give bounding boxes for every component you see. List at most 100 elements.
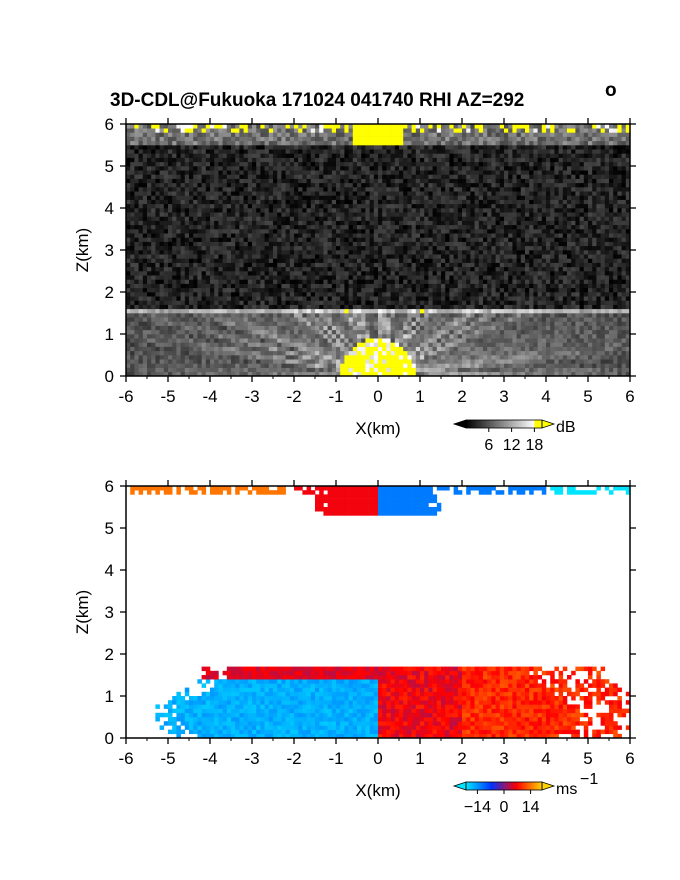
field-cell <box>495 317 501 322</box>
field-cell <box>378 346 383 352</box>
field-cell <box>558 300 564 305</box>
field-cell <box>583 258 589 263</box>
field-cell <box>159 216 165 221</box>
field-cell <box>436 292 442 297</box>
field-cell <box>201 275 207 280</box>
field-cell <box>403 363 408 368</box>
field-cell <box>462 212 467 217</box>
field-cell <box>306 279 312 284</box>
field-cell <box>323 245 328 251</box>
field-cell <box>487 241 492 247</box>
field-cell <box>323 355 328 360</box>
field-cell <box>172 266 177 272</box>
field-cell <box>344 250 349 255</box>
field-cell <box>365 338 370 343</box>
field-cell <box>487 216 492 221</box>
field-cell <box>268 216 274 221</box>
field-cell <box>172 245 177 251</box>
field-cell <box>134 296 139 301</box>
field-cell <box>483 254 488 259</box>
field-cell <box>453 300 459 305</box>
field-cell <box>231 334 236 339</box>
field-cell <box>403 199 408 205</box>
field-cell <box>239 245 244 251</box>
field-cell <box>411 313 417 318</box>
field-cell <box>407 262 412 268</box>
field-cell <box>352 233 358 238</box>
field-cell <box>172 262 177 268</box>
field-cell <box>474 287 480 293</box>
field-cell <box>462 245 467 251</box>
field-cell <box>525 220 530 226</box>
field-cell <box>159 254 165 259</box>
field-cell <box>462 304 467 310</box>
field-cell <box>319 279 324 284</box>
field-cell <box>243 208 249 213</box>
field-cell <box>625 308 631 314</box>
field-cell <box>420 279 425 284</box>
field-cell <box>357 342 362 347</box>
field-cell <box>210 304 215 310</box>
field-cell <box>550 237 555 242</box>
field-cell <box>210 308 215 314</box>
field-cell <box>483 363 488 368</box>
field-cell <box>340 241 345 247</box>
field-cell <box>428 296 433 301</box>
field-cell <box>562 271 568 276</box>
field-cell <box>470 371 475 377</box>
field-cell <box>222 342 228 347</box>
field-cell <box>273 363 278 368</box>
field-cell <box>214 304 219 310</box>
field-cell <box>134 224 139 230</box>
field-cell <box>176 220 181 226</box>
field-cell <box>558 292 564 297</box>
field-cell <box>142 338 148 343</box>
field-cell <box>420 329 425 335</box>
field-cell <box>189 287 194 293</box>
field-cell <box>600 254 606 259</box>
field-cell <box>604 216 610 221</box>
field-cell <box>222 296 228 301</box>
field-cell <box>281 220 286 226</box>
field-cell <box>159 258 165 263</box>
field-cell <box>478 266 484 272</box>
field-cell <box>336 271 341 276</box>
field-cell <box>483 283 488 289</box>
field-cell <box>483 317 488 322</box>
field-cell <box>298 371 303 377</box>
field-cell <box>323 266 328 272</box>
field-cell <box>210 216 215 221</box>
field-cell <box>504 367 509 373</box>
field-cell <box>453 334 459 339</box>
field-cell <box>226 342 232 347</box>
field-cell <box>197 229 202 234</box>
field-cell <box>155 363 160 368</box>
field-cell <box>571 317 576 322</box>
field-cell <box>508 237 513 242</box>
field-cell <box>147 329 152 335</box>
field-cell <box>151 262 156 268</box>
field-cell <box>562 250 568 255</box>
field-cell <box>378 355 383 360</box>
field-cell <box>138 296 144 301</box>
field-cell <box>289 279 295 284</box>
field-cell <box>609 350 614 356</box>
field-cell <box>562 208 568 213</box>
field-cell <box>407 359 412 364</box>
field-cell <box>357 317 362 322</box>
field-cell <box>537 321 543 326</box>
field-cell <box>424 229 429 234</box>
field-cell <box>378 229 383 234</box>
field-cell <box>357 250 362 255</box>
field-cell <box>134 342 139 347</box>
field-cell <box>378 308 383 314</box>
field-cell <box>142 355 148 360</box>
field-cell <box>411 237 417 242</box>
field-cell <box>235 329 240 335</box>
field-cell <box>487 279 492 284</box>
field-cell <box>428 275 433 280</box>
field-cell <box>436 275 442 280</box>
field-cell <box>567 220 572 226</box>
field-cell <box>268 317 274 322</box>
field-cell <box>306 275 312 280</box>
